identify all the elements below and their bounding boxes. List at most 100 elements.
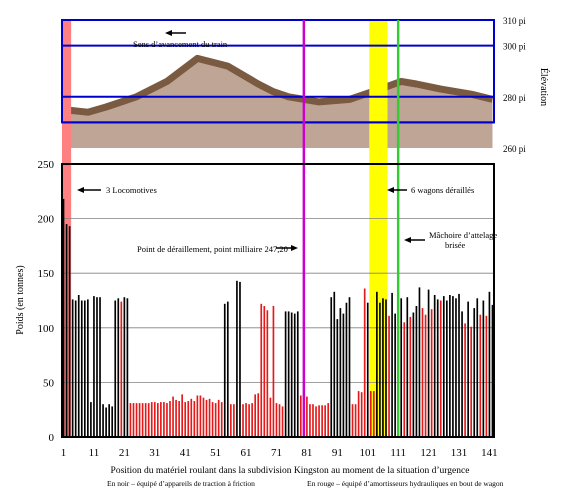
y-tick-label: 150: [38, 268, 55, 280]
bar: [111, 406, 114, 437]
bar: [77, 295, 80, 437]
bar: [427, 289, 430, 437]
bar: [391, 292, 393, 437]
bar: [464, 323, 466, 437]
bar: [321, 405, 323, 437]
bar: [296, 311, 299, 437]
elevation-frame: [61, 19, 495, 124]
bar: [178, 401, 180, 437]
bar: [172, 396, 174, 437]
x-tick-label: 61: [241, 447, 252, 459]
annotation-locomotives: 3 Locomotives: [106, 185, 157, 195]
bar: [360, 392, 363, 437]
bar: [488, 291, 491, 437]
bar: [430, 309, 433, 437]
x-tick-label: 31: [149, 447, 160, 459]
bar: [257, 393, 260, 437]
elevation-tick-label: 260 pi: [503, 144, 526, 154]
bar: [205, 399, 208, 437]
bar: [93, 296, 95, 437]
bar: [169, 401, 171, 437]
x-tick-label: 111: [390, 447, 406, 459]
bar: [193, 401, 196, 437]
bar: [251, 403, 253, 437]
bar: [245, 403, 247, 437]
bar: [287, 311, 290, 437]
bar: [324, 405, 326, 437]
bar: [394, 313, 396, 437]
bar: [99, 297, 101, 437]
bar: [306, 396, 308, 437]
x-tick-label: 21: [119, 447, 130, 459]
bar: [379, 302, 381, 437]
x-tick-label: 41: [180, 447, 191, 459]
x-tick-label: 51: [210, 447, 221, 459]
bar: [330, 297, 333, 437]
bar: [418, 287, 421, 437]
bar: [318, 405, 320, 437]
bar: [476, 298, 479, 437]
bar-ylabel: Poids (en tonnes): [15, 265, 26, 334]
bar: [117, 298, 120, 437]
bar: [150, 402, 153, 437]
left-arrow-icon: [165, 30, 186, 36]
bar: [62, 198, 65, 437]
bar: [339, 308, 342, 437]
y-tick-label: 200: [38, 214, 55, 226]
bar: [327, 403, 330, 437]
bar: [479, 314, 482, 437]
bar: [80, 300, 83, 437]
elevation-annotation: Sens d’avancement du train: [133, 39, 228, 49]
bar: [68, 226, 71, 437]
y-tick-label: 50: [43, 377, 55, 389]
x-tick-label: 71: [271, 447, 282, 459]
bar: [345, 302, 348, 437]
bar: [275, 403, 278, 437]
bar: [239, 281, 241, 437]
derailed-cars-band: [369, 20, 388, 437]
bar: [114, 300, 117, 437]
bar: [354, 404, 357, 437]
bar: [163, 402, 165, 437]
bar: [199, 395, 202, 437]
bar: [415, 306, 418, 437]
bar: [175, 399, 177, 437]
bar: [71, 299, 74, 437]
bar: [491, 304, 494, 437]
bar: [96, 297, 98, 437]
bar: [400, 298, 403, 437]
y-tick-label: 100: [38, 323, 55, 335]
bar: [336, 319, 339, 437]
bar: [312, 404, 314, 437]
bar: [372, 391, 375, 437]
x-tick-label: 11: [89, 447, 100, 459]
x-tick-label: 1: [61, 447, 67, 459]
annotation-derailed-cars: 6 wagons déraillés: [411, 185, 474, 195]
bar: [439, 300, 442, 437]
legend-red: En rouge – équipé d’amortisseurs hydraul…: [307, 479, 504, 488]
bar: [254, 394, 257, 437]
bar: [90, 402, 92, 437]
elevation-line: [63, 54, 494, 116]
bar: [357, 391, 360, 437]
bar: [147, 403, 150, 437]
left-arrow-icon: [387, 187, 407, 193]
bar: [278, 404, 281, 437]
bar: [436, 299, 439, 437]
right-arrow-icon: [276, 245, 298, 251]
bar: [105, 407, 107, 437]
bar: [211, 402, 214, 437]
x-tick-label: 91: [332, 447, 343, 459]
bar: [442, 296, 445, 437]
annotation-coupler: Mâchoire d’attelage brisée: [429, 230, 499, 250]
bar-xlabel: Position du matériel roulant dans la sub…: [111, 466, 470, 476]
bar: [126, 298, 129, 437]
x-tick-label: 121: [420, 447, 437, 459]
bar: [260, 303, 263, 437]
bar: [242, 404, 244, 437]
elevation-tick-label: 300 pi: [503, 42, 526, 52]
elevation-tick-label: 310 pi: [503, 16, 526, 26]
bar: [214, 403, 217, 437]
bar: [132, 403, 135, 437]
